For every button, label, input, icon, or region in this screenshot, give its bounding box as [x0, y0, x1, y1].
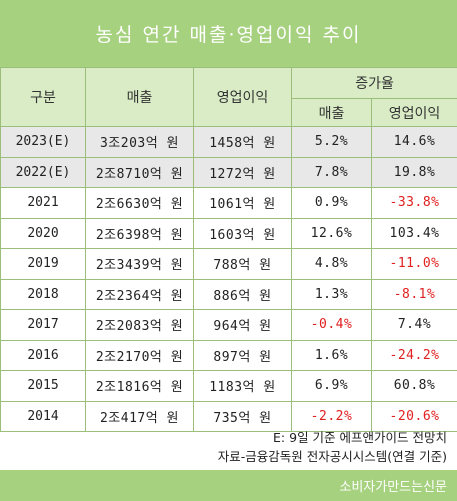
cell-year: 2019 [0, 248, 86, 280]
table-row: 2021 2조6630억 원 1061억 원 0.9% -33.8% [0, 187, 457, 219]
cell-year: 2022(E) [0, 156, 86, 188]
cell-year: 2018 [0, 278, 86, 310]
cell-operating-profit: 788억 원 [193, 248, 292, 280]
cell-op-growth: -20.6% [370, 400, 457, 432]
cell-sales: 3조203억 원 [85, 126, 194, 158]
note-source: 자료-금융감독원 전자공시시스템(연결 기준) [217, 449, 447, 464]
cell-operating-profit: 735억 원 [193, 400, 292, 432]
cell-sales: 2조2364억 원 [85, 278, 194, 310]
cell-year: 2023(E) [0, 126, 86, 158]
cell-year: 2014 [0, 400, 86, 432]
cell-sales-growth: 5.2% [291, 126, 372, 158]
cell-sales: 2조2083억 원 [85, 309, 194, 341]
header-period: 구분 [0, 67, 86, 127]
cell-op-growth: 14.6% [370, 126, 457, 158]
cell-sales: 2조3439억 원 [85, 248, 194, 280]
cell-sales: 2조8710억 원 [85, 156, 194, 188]
page-title: 농심 연간 매출·영업이익 추이 [0, 0, 457, 67]
table-row: 2019 2조3439억 원 788억 원 4.8% -11.0% [0, 248, 457, 280]
cell-sales: 2조2170억 원 [85, 339, 194, 371]
header-growth-op: 영업이익 [370, 98, 457, 127]
cell-sales: 2조417억 원 [85, 400, 194, 432]
table-row: 2020 2조6398억 원 1603억 원 12.6% 103.4% [0, 217, 457, 249]
cell-sales: 2조6398억 원 [85, 217, 194, 249]
cell-sales: 2조1816억 원 [85, 370, 194, 402]
cell-year: 2015 [0, 370, 86, 402]
cell-operating-profit: 897억 원 [193, 339, 292, 371]
header-growth-rate: 증가율 [290, 67, 457, 99]
notes: E: 9일 기준 에프앤가이드 전망치 자료-금융감독원 전자공시시스템(연결 … [218, 428, 447, 466]
cell-sales-growth: 7.8% [291, 156, 372, 188]
cell-sales-growth: 1.3% [291, 278, 372, 310]
table-row: 2018 2조2364억 원 886억 원 1.3% -8.1% [0, 278, 457, 310]
cell-op-growth: 7.4% [370, 309, 457, 341]
header-sales: 매출 [85, 67, 194, 127]
cell-operating-profit: 1603억 원 [193, 217, 292, 249]
table-row: 2017 2조2083억 원 964억 원 -0.4% 7.4% [0, 309, 457, 341]
cell-operating-profit: 964억 원 [193, 309, 292, 341]
cell-op-growth: 19.8% [370, 156, 457, 188]
cell-op-growth: 60.8% [370, 370, 457, 402]
cell-sales-growth: -0.4% [291, 309, 372, 341]
table-row: 2016 2조2170억 원 897억 원 1.6% -24.2% [0, 339, 457, 371]
table-row: 2023(E) 3조203억 원 1458억 원 5.2% 14.6% [0, 126, 457, 158]
cell-operating-profit: 1061억 원 [193, 187, 292, 219]
cell-operating-profit: 886억 원 [193, 278, 292, 310]
cell-op-growth: -11.0% [370, 248, 457, 280]
note-estimate: E: 9일 기준 에프앤가이드 전망치 [273, 430, 447, 445]
cell-year: 2021 [0, 187, 86, 219]
header-growth-sales: 매출 [291, 98, 372, 127]
cell-year: 2017 [0, 309, 86, 341]
cell-sales-growth: 12.6% [291, 217, 372, 249]
cell-operating-profit: 1183억 원 [193, 370, 292, 402]
cell-op-growth: -24.2% [370, 339, 457, 371]
table-row: 2014 2조417억 원 735억 원 -2.2% -20.6% [0, 400, 457, 432]
cell-op-growth: -33.8% [370, 187, 457, 219]
footer-brand: 소비자가만드는신문 [0, 470, 457, 501]
cell-sales-growth: 6.9% [291, 370, 372, 402]
revenue-table: 구분 매출 영업이익 증가율 매출 영업이익 2023(E) 3조203억 원 14… [0, 67, 457, 432]
cell-sales-growth: 4.8% [291, 248, 372, 280]
cell-year: 2016 [0, 339, 86, 371]
cell-op-growth: 103.4% [370, 217, 457, 249]
header-operating-profit: 영업이익 [193, 67, 292, 127]
table-row: 2015 2조1816억 원 1183억 원 6.9% 60.8% [0, 370, 457, 402]
cell-operating-profit: 1458억 원 [193, 126, 292, 158]
cell-sales-growth: 0.9% [291, 187, 372, 219]
table-row: 2022(E) 2조8710억 원 1272억 원 7.8% 19.8% [0, 156, 457, 188]
cell-op-growth: -8.1% [370, 278, 457, 310]
cell-sales-growth: -2.2% [291, 400, 372, 432]
cell-operating-profit: 1272억 원 [193, 156, 292, 188]
cell-year: 2020 [0, 217, 86, 249]
cell-sales: 2조6630억 원 [85, 187, 194, 219]
cell-sales-growth: 1.6% [291, 339, 372, 371]
table-body: 2023(E) 3조203억 원 1458억 원 5.2% 14.6% 2022(E) 2조… [0, 126, 457, 432]
